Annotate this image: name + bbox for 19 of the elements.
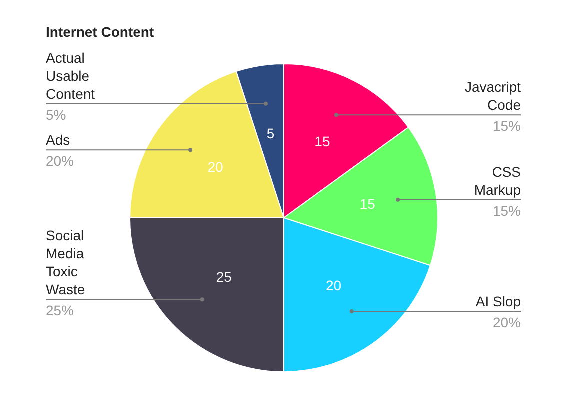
slice-label: AI Slop	[476, 293, 522, 310]
slice-label: Ads	[46, 132, 70, 148]
text: 25%	[46, 302, 74, 319]
text: 20%	[492, 314, 521, 330]
data-label: 5	[266, 125, 275, 142]
slice-label: Social Media Toxic Waste	[46, 228, 86, 298]
chart-title: Internet Content	[46, 24, 154, 40]
text: 5%	[46, 106, 66, 123]
slice-label: Javacript Code	[464, 79, 522, 114]
text: 15%	[492, 202, 521, 219]
data-label: 15	[360, 196, 376, 212]
data-label: 25	[216, 268, 232, 285]
text: 20%	[46, 153, 74, 170]
data-label: 20	[326, 278, 342, 294]
text: 15%	[492, 118, 521, 134]
slice-label: CSS Markup	[474, 164, 522, 198]
data-label: 15	[314, 134, 330, 150]
slice-label: Actual Usable Content	[46, 50, 96, 102]
data-label: 20	[208, 159, 224, 176]
